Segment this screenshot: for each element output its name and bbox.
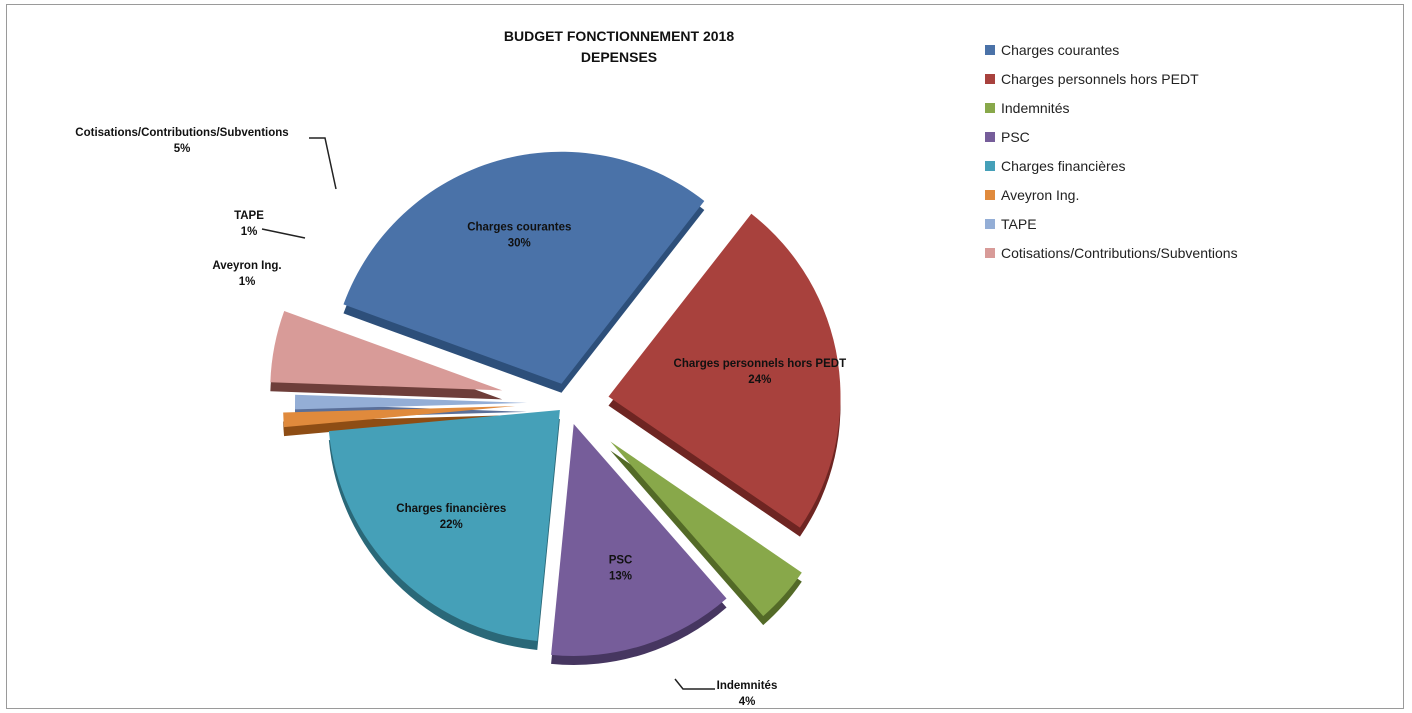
slice-name-label-aveyron-ing: Aveyron Ing. bbox=[212, 260, 281, 272]
slice-percent-label-cotisations-contributions-subventions: 5% bbox=[174, 143, 191, 155]
legend-label-charges-financieres: Charges financières bbox=[1001, 157, 1126, 174]
legend-item-indemnites: Indemnités bbox=[985, 93, 1238, 122]
legend-swatch-charges-courantes bbox=[985, 44, 995, 55]
pie-slice-charges-personnels-hors-pedt bbox=[608, 213, 841, 528]
slice-name-label-charges-personnels-hors-pedt: Charges personnels hors PEDT bbox=[674, 358, 847, 370]
legend-swatch-aveyron-ing bbox=[985, 189, 995, 200]
legend-swatch-psc bbox=[985, 131, 995, 142]
slice-percent-label-charges-personnels-hors-pedt: 24% bbox=[748, 374, 771, 386]
legend-item-cotisations-contributions-subventions: Cotisations/Contributions/Subventions bbox=[985, 238, 1238, 267]
pie-slice-aveyron-ing bbox=[283, 406, 516, 428]
legend-label-charges-courantes: Charges courantes bbox=[1001, 41, 1120, 58]
slice-percent-label-indemnites: 4% bbox=[739, 696, 756, 708]
slice-name-label-indemnites: Indemnités bbox=[717, 680, 778, 692]
slice-percent-label-aveyron-ing: 1% bbox=[239, 276, 256, 288]
legend-label-tape: TAPE bbox=[1001, 215, 1037, 232]
slice-percent-label-psc: 13% bbox=[609, 571, 632, 583]
legend-label-cotisations-contributions-subventions: Cotisations/Contributions/Subventions bbox=[1001, 244, 1238, 261]
slice-percent-label-charges-courantes: 30% bbox=[508, 238, 531, 250]
legend-item-charges-personnels-hors-pedt: Charges personnels hors PEDT bbox=[985, 64, 1238, 93]
legend-swatch-charges-financieres bbox=[985, 160, 995, 171]
legend-swatch-cotisations-contributions-subventions bbox=[985, 247, 995, 258]
chart-title-line-2: DEPENSES bbox=[581, 49, 657, 65]
legend-label-psc: PSC bbox=[1001, 128, 1030, 145]
pie-slice-charges-courantes bbox=[343, 151, 705, 384]
legend-swatch-indemnites bbox=[985, 102, 995, 113]
slice-name-label-charges-courantes: Charges courantes bbox=[467, 222, 571, 234]
chart-legend: Charges courantes Charges personnels hors… bbox=[985, 35, 1238, 267]
legend-label-aveyron-ing: Aveyron Ing. bbox=[1001, 186, 1080, 203]
slice-name-label-cotisations-contributions-subventions: Cotisations/Contributions/Subventions bbox=[75, 127, 288, 139]
chart-title-line-1: BUDGET FONCTIONNEMENT 2018 bbox=[504, 28, 734, 44]
pie-chart: Charges courantes 30% Charges personnels h… bbox=[75, 28, 847, 708]
legend-item-charges-courantes: Charges courantes bbox=[985, 35, 1238, 64]
legend-label-indemnites: Indemnités bbox=[1001, 99, 1070, 116]
legend-item-charges-financieres: Charges financières bbox=[985, 151, 1238, 180]
leader-line-tape bbox=[261, 228, 306, 239]
pie-slice-charges-financieres bbox=[328, 410, 560, 641]
legend-label-charges-personnels-hors-pedt: Charges personnels hors PEDT bbox=[1001, 70, 1199, 87]
chart-frame: Charges courantes 30% Charges personnels h… bbox=[6, 4, 1404, 709]
slice-name-label-tape: TAPE bbox=[234, 210, 264, 222]
pie-slice-tape bbox=[295, 394, 528, 410]
legend-item-psc: PSC bbox=[985, 122, 1238, 151]
slice-name-label-charges-financieres: Charges financières bbox=[396, 503, 506, 515]
leader-line-indemnites bbox=[674, 678, 715, 690]
legend-swatch-charges-personnels-hors-pedt bbox=[985, 73, 995, 84]
leader-line-cotisations-contributions-subventions bbox=[309, 137, 337, 190]
legend-swatch-tape bbox=[985, 218, 995, 229]
slice-percent-label-tape: 1% bbox=[241, 226, 258, 238]
legend-item-aveyron-ing: Aveyron Ing. bbox=[985, 180, 1238, 209]
pie-slice-cotisations-contributions-subventions bbox=[270, 311, 503, 391]
slice-percent-label-charges-financieres: 22% bbox=[440, 519, 463, 531]
pie-slice-indemnites bbox=[610, 441, 802, 617]
pie-slice-psc bbox=[551, 423, 727, 656]
slice-name-label-psc: PSC bbox=[609, 555, 633, 567]
legend-item-tape: TAPE bbox=[985, 209, 1238, 238]
